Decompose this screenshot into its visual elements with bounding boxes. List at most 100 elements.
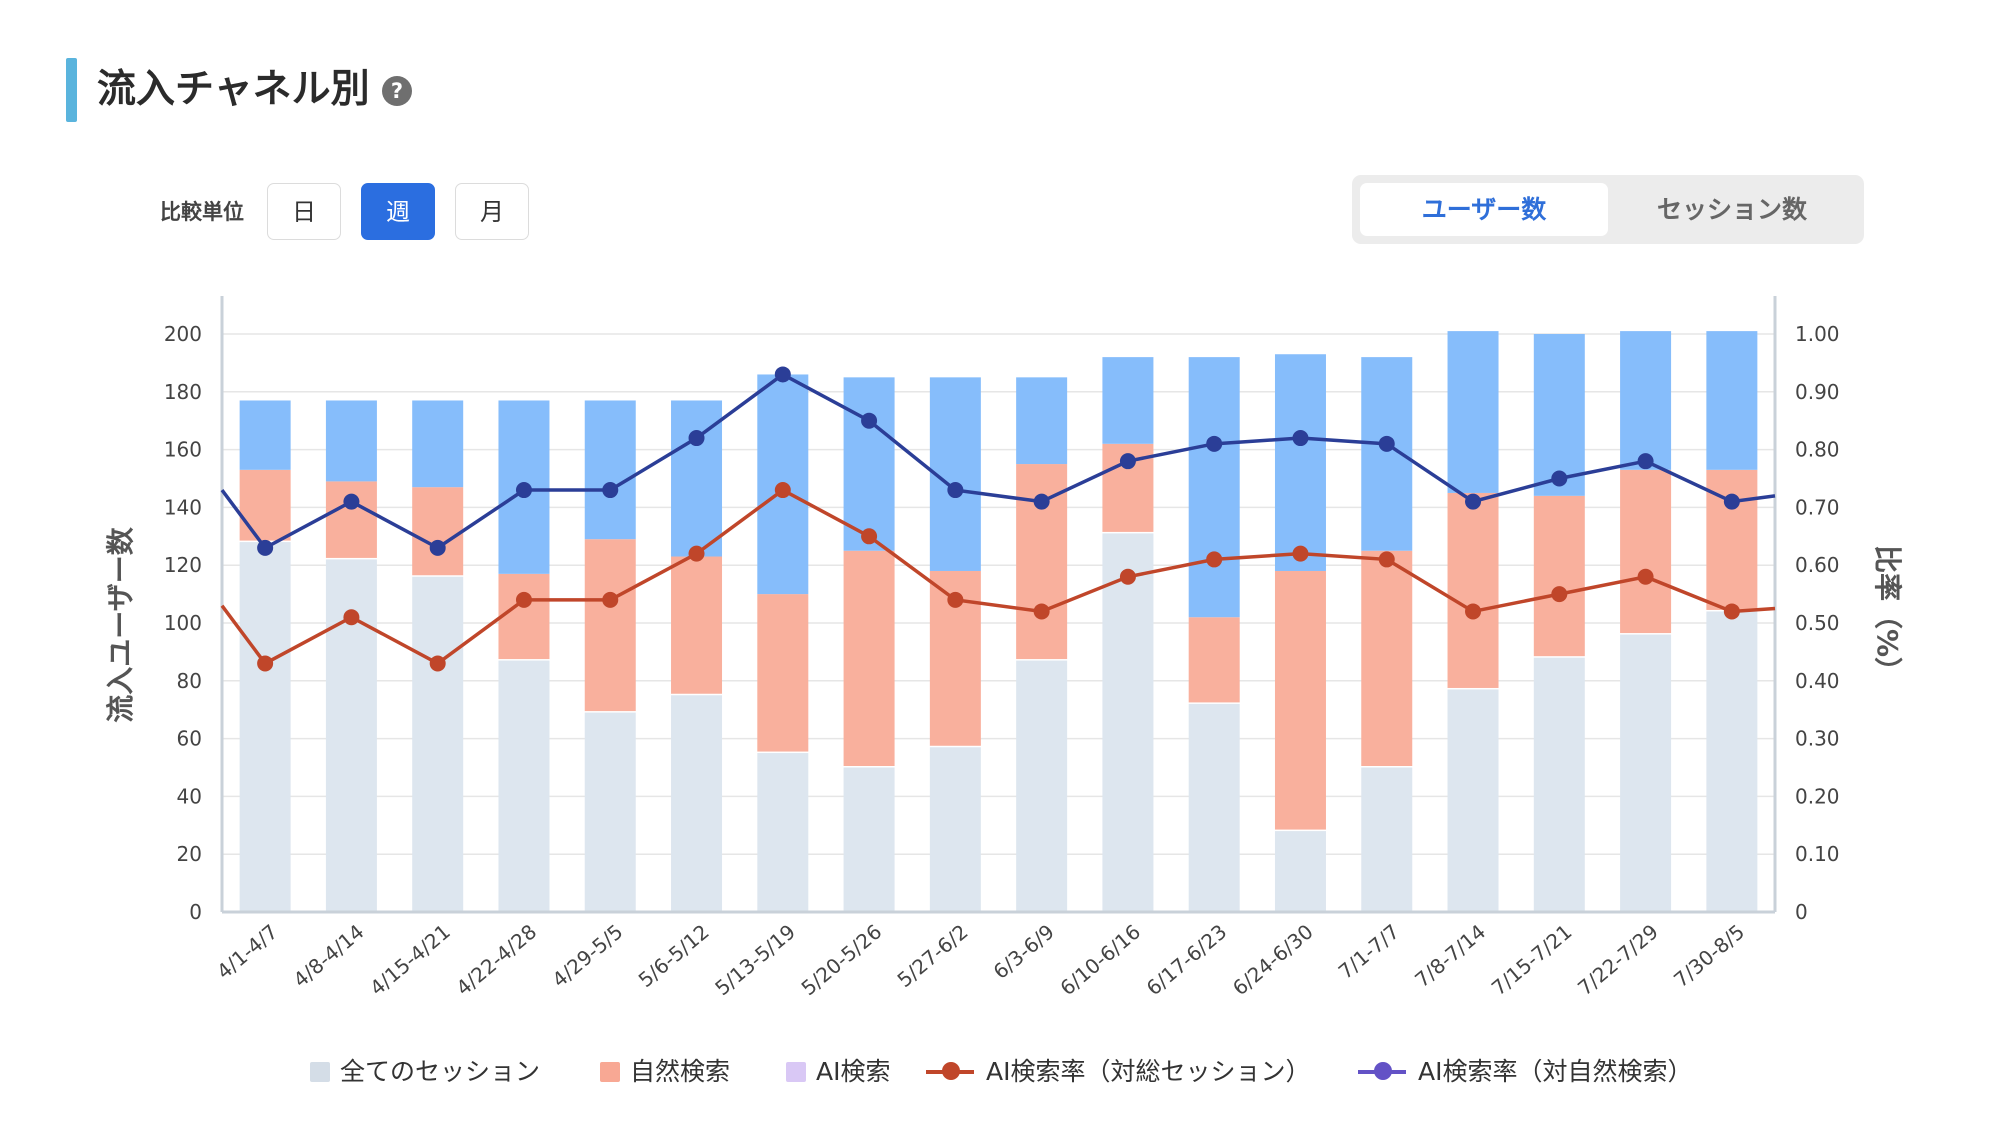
bar-segment [1620,634,1672,911]
chart-legend: 全てのセッション 自然検索 AI検索 AI検索率（対総セッション） AI検索率（… [0,1052,2000,1092]
legend-ai-search[interactable]: AI検索 [786,1052,890,1092]
ai-rate-total-point [861,528,878,545]
legend-organic[interactable]: 自然検索 [600,1052,730,1092]
bar-segment [412,400,464,488]
bar-segment [239,542,291,911]
legend-all-sessions[interactable]: 全てのセッション [310,1052,540,1092]
x-tick-label: 4/15-4/21 [365,919,455,1000]
ai-rate-total-point [1637,568,1654,585]
legend-ai-search-swatch [786,1062,806,1082]
ai-rate-total-point [602,591,619,608]
bar-segment [1706,469,1758,610]
x-tick-label: 7/30-8/5 [1669,919,1749,992]
bar-segment [412,576,464,911]
bar-segment [843,550,895,766]
y2-tick-label: 0.30 [1795,727,1840,751]
ai-rate-organic-point [1637,453,1654,470]
legend-ai-rate-organic-label: AI検索率（対自然検索） [1418,1057,1693,1086]
ai-rate-total-point [1292,545,1309,562]
y2-tick-label: 0.90 [1795,380,1840,404]
y2-axis-title: 比率（%） [1871,545,1904,685]
toggle-users[interactable]: ユーザー数 [1360,183,1608,236]
x-tick-label: 6/10-6/16 [1055,919,1145,1000]
unit-week-button[interactable]: 週 [361,183,435,240]
bar-segment [1620,331,1672,470]
bar-segment [671,556,723,694]
bar-segment [1361,767,1413,911]
bar-segment [498,573,550,660]
bar-segment [1533,495,1585,657]
y-tick-label: 40 [177,784,202,808]
bar-segment [671,695,723,911]
ai-rate-organic-point [1465,493,1482,510]
ai-rate-total-point [688,545,705,562]
legend-ai-rate-total-label: AI検索率（対総セッション） [986,1057,1311,1086]
bar-segment [929,747,981,911]
ai-rate-organic-point [429,539,446,556]
x-tick-label: 5/27-6/2 [893,919,973,992]
y-tick-label: 180 [164,380,202,404]
ai-rate-total-point [774,482,791,499]
bar-segment [757,753,809,911]
y-tick-label: 80 [177,669,202,693]
x-tick-label: 7/22-7/29 [1573,919,1663,1000]
ai-rate-organic-point [688,430,705,447]
help-icon[interactable]: ? [382,76,412,106]
ai-rate-total-line [220,487,1776,666]
y-tick-label: 60 [177,727,202,751]
bar-segment [1102,357,1154,444]
bar-segment [1361,550,1413,766]
legend-ai-rate-organic[interactable]: AI検索率（対自然検索） [1358,1052,1692,1092]
bar-segment [1102,533,1154,911]
bar-segment [1188,617,1240,703]
y2-tick-label: 1.00 [1795,322,1840,346]
bar-segment [1533,334,1585,496]
bar-segment [1620,469,1672,634]
unit-day-button[interactable]: 日 [267,183,341,240]
legend-organic-label: 自然検索 [630,1057,731,1086]
x-tick-label: 7/15-7/21 [1487,919,1577,1000]
legend-ai-search-label: AI検索 [816,1057,891,1086]
toggle-sessions[interactable]: セッション数 [1656,195,1807,224]
x-tick-label: 6/3-6/9 [989,919,1059,983]
legend-all-sessions-label: 全てのセッション [340,1057,541,1086]
bar-segment [325,400,377,482]
legend-ai-rate-organic-dot [1374,1062,1392,1080]
y-tick-label: 160 [164,438,202,462]
bar-segment [1447,492,1499,688]
bar-segment [1706,331,1758,470]
x-tick-label: 5/6-5/12 [634,919,714,992]
ai-rate-total-point [1119,568,1136,585]
ai-rate-total-point [1033,603,1050,620]
page-title: 流入チャネル別 [97,67,370,112]
ai-rate-organic-point [1033,493,1050,510]
legend-all-sessions-swatch [310,1062,330,1082]
bar-segment [1274,570,1326,830]
ai-rate-total-point [1723,603,1740,620]
y2-tick-label: 0.50 [1795,611,1840,635]
bar-segment [325,481,377,558]
bar-segment [239,469,291,541]
ai-rate-total-point [1551,586,1568,603]
ai-rate-total-point [1465,603,1482,620]
x-tick-label: 7/8-7/14 [1410,919,1490,992]
y2-tick-label: 0.70 [1795,495,1840,519]
ai-rate-organic-point [602,482,619,499]
bar-segment [1274,354,1326,571]
y-tick-label: 120 [164,553,202,577]
y-tick-label: 140 [164,495,202,519]
unit-month-button[interactable]: 月 [455,183,529,240]
bar-segment [843,767,895,911]
ai-rate-organic-point [861,412,878,429]
bar-segment [1188,703,1240,911]
y-axis-title: 流入ユーザー数 [104,526,137,722]
bar-segment [843,377,895,551]
ai-rate-total-point [257,655,274,672]
ai-rate-organic-point [1292,430,1309,447]
ai-rate-organic-point [1723,493,1740,510]
ai-rate-total-point [1378,551,1395,568]
ai-rate-organic-point [343,493,360,510]
bar-segment [1016,660,1068,911]
legend-ai-rate-total[interactable]: AI検索率（対総セッション） [926,1052,1310,1092]
